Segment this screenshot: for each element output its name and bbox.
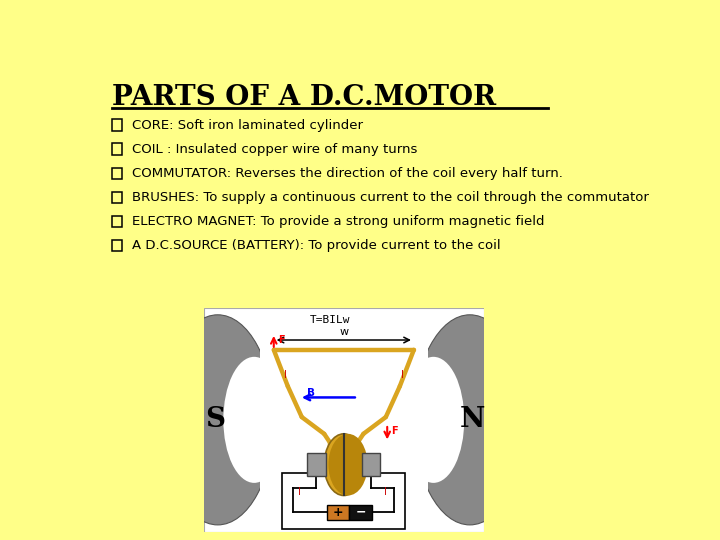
Text: ELECTRO MAGNET: To provide a strong uniform magnetic field: ELECTRO MAGNET: To provide a strong unif…: [132, 215, 544, 228]
Bar: [327, 505, 349, 520]
Bar: [112, 216, 122, 227]
Text: I: I: [284, 370, 287, 380]
Bar: [349, 505, 372, 520]
Ellipse shape: [414, 315, 526, 525]
Text: −: −: [356, 506, 366, 519]
Ellipse shape: [328, 434, 368, 496]
Bar: [307, 454, 325, 476]
Bar: [362, 454, 380, 476]
Text: BRUSHES: To supply a continuous current to the coil through the commutator: BRUSHES: To supply a continuous current …: [132, 191, 649, 204]
Bar: [282, 473, 405, 529]
Text: +: +: [333, 506, 343, 519]
Bar: [260, 316, 428, 518]
Text: COMMUTATOR: Reverses the direction of the coil every half turn.: COMMUTATOR: Reverses the direction of th…: [132, 167, 563, 180]
Text: I: I: [401, 370, 404, 380]
Bar: [112, 192, 122, 203]
Text: PARTS OF A D.C.MOTOR: PARTS OF A D.C.MOTOR: [112, 84, 497, 111]
Text: A D.C.SOURCE (BATTERY): To provide current to the coil: A D.C.SOURCE (BATTERY): To provide curre…: [132, 239, 500, 252]
Text: COIL : Insulated copper wire of many turns: COIL : Insulated copper wire of many tur…: [132, 143, 417, 156]
Bar: [112, 240, 122, 252]
Text: I: I: [384, 488, 387, 497]
Ellipse shape: [324, 434, 364, 496]
Text: CORE: Soft iron laminated cylinder: CORE: Soft iron laminated cylinder: [132, 119, 363, 132]
Ellipse shape: [402, 357, 464, 483]
Bar: [112, 119, 122, 131]
Ellipse shape: [223, 357, 285, 483]
Text: I: I: [297, 488, 300, 497]
Text: F: F: [392, 426, 398, 436]
Text: N: N: [460, 407, 485, 433]
Bar: [112, 144, 122, 155]
Ellipse shape: [162, 315, 274, 525]
Text: w: w: [339, 327, 348, 337]
Bar: [112, 167, 122, 179]
Text: B: B: [307, 388, 315, 398]
Text: F: F: [278, 335, 284, 345]
Text: S: S: [205, 407, 225, 433]
Text: T=BILw: T=BILw: [310, 315, 350, 326]
